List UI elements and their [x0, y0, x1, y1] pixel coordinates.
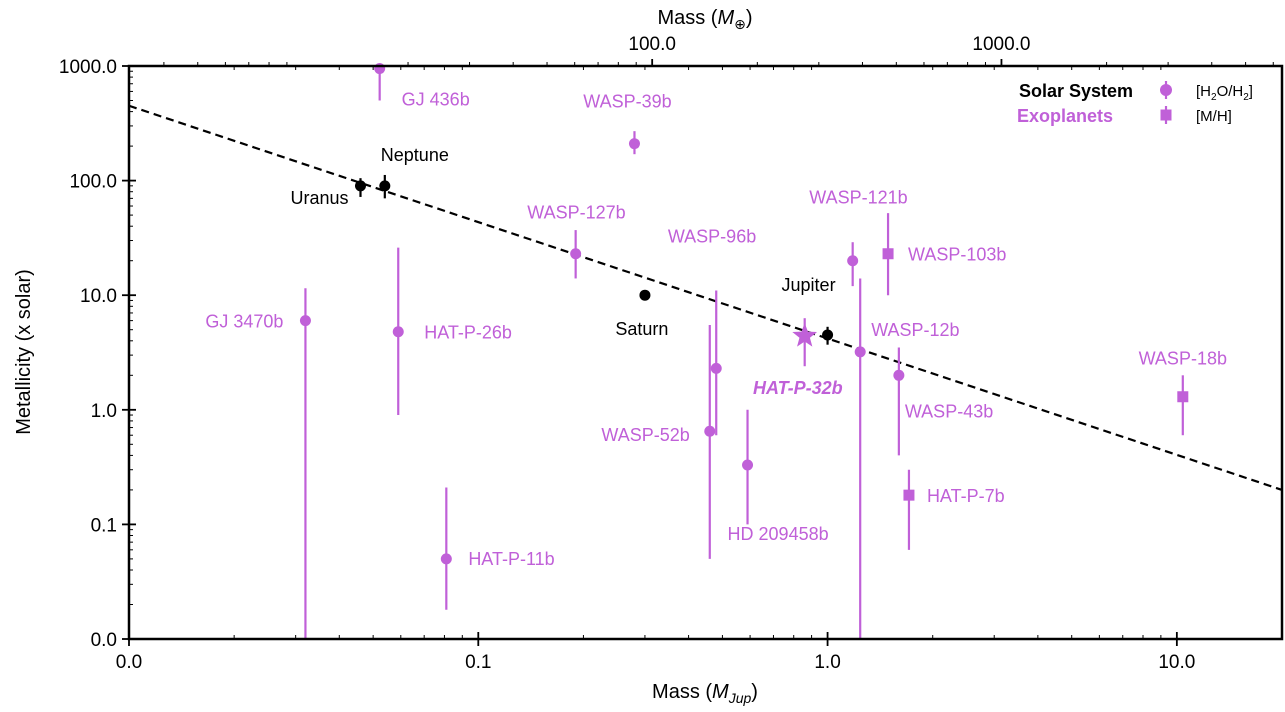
- point-label: GJ 3470b: [205, 312, 283, 332]
- marker-circle: [628, 138, 640, 150]
- point-label: HAT-P-26b: [424, 323, 512, 343]
- data-points: Uranus Neptune Saturn Jupiter GJ 436b WASP-39…: [205, 63, 1227, 639]
- point-saturn: Saturn: [615, 289, 668, 339]
- point-label: Neptune: [381, 145, 449, 165]
- plot-frame: [127, 64, 1284, 641]
- marker-circle: [440, 553, 452, 565]
- x-tick-label: 0.1: [465, 652, 491, 673]
- point-hat-p-7b: HAT-P-7b: [903, 469, 1005, 550]
- marker-circle: [392, 326, 404, 338]
- point-hat-p-32b: HAT-P-32b: [753, 318, 843, 398]
- y-tick-label: 0.0: [91, 630, 117, 651]
- point-label: WASP-96b: [668, 226, 756, 246]
- point-wasp-121b: WASP-121b: [809, 188, 908, 287]
- x-axis-label: Mass (MJup): [652, 681, 758, 706]
- point-wasp-127b: WASP-127b: [527, 203, 626, 279]
- point-label: WASP-43b: [905, 401, 993, 421]
- point-wasp-18b: WASP-18b: [1139, 349, 1227, 436]
- legend-solar-system: Solar System: [1019, 81, 1133, 101]
- legend-h2o-label: [H2O/H2]: [1196, 83, 1253, 103]
- point-label: WASP-127b: [527, 203, 625, 223]
- top-tick-label: 1000.0: [972, 34, 1030, 55]
- axis-ticks: 0.0 0.1 1.0 10.0 100.0 1000.0 0.0 0.1 1.0 10.0 100…: [59, 34, 1195, 673]
- y-tick-label: 1.0: [91, 401, 117, 422]
- point-wasp-52b: WASP-52b: [601, 324, 716, 559]
- point-label: WASP-18b: [1139, 349, 1227, 369]
- point-hat-p-26b: HAT-P-26b: [392, 247, 512, 416]
- x-axis-label-var: M: [712, 681, 729, 703]
- point-label: HAT-P-32b: [753, 378, 843, 398]
- legend-exoplanets: Exoplanets: [1017, 106, 1113, 126]
- x-tick-label: 1.0: [814, 652, 840, 673]
- point-jupiter: Jupiter: [782, 275, 836, 345]
- x-axis-label-suffix: ): [751, 681, 758, 703]
- legend-square-marker: [1160, 106, 1172, 124]
- legend-mh-label: [M/H]: [1196, 108, 1232, 125]
- point-gj-3470b: GJ 3470b: [205, 288, 311, 639]
- marker-circle: [354, 180, 366, 192]
- point-label: HD 209458b: [728, 524, 829, 544]
- y-tick-label: 0.1: [91, 515, 117, 536]
- point-wasp-103b: WASP-103b: [882, 213, 1006, 296]
- legend: Solar System Exoplanets [H2O/H2] [M/H]: [1017, 81, 1253, 126]
- point-uranus: Uranus: [290, 178, 366, 208]
- marker-circle: [854, 346, 866, 358]
- top-axis-label-var: M: [717, 7, 734, 29]
- marker-star: [792, 323, 818, 347]
- marker-square: [882, 248, 894, 260]
- marker-circle: [379, 180, 391, 192]
- top-axis-label-prefix: Mass (: [657, 7, 717, 29]
- x-tick-label: 10.0: [1158, 652, 1195, 673]
- point-label: WASP-121b: [809, 188, 907, 208]
- y-axis-label: Metallicity (x solar): [13, 269, 35, 435]
- top-axis-label-sub: ⊕: [734, 16, 746, 32]
- point-hat-p-11b: HAT-P-11b: [440, 487, 555, 610]
- point-label: Uranus: [290, 188, 348, 208]
- point-label: WASP-12b: [871, 320, 959, 340]
- marker-square: [903, 489, 915, 501]
- point-wasp-96b: WASP-96b: [668, 226, 756, 436]
- point-label: Saturn: [615, 319, 668, 339]
- y-tick-label: 1000.0: [59, 57, 117, 78]
- point-wasp-12b: WASP-12b: [854, 278, 960, 639]
- point-gj-436b: GJ 436b: [374, 63, 470, 110]
- point-wasp-39b: WASP-39b: [583, 92, 672, 155]
- marker-circle: [742, 459, 754, 471]
- y-tick-label: 10.0: [80, 286, 117, 307]
- top-tick-label: 100.0: [628, 34, 676, 55]
- top-axis-label-suffix: ): [746, 7, 753, 29]
- x-axis-label-sub: Jup: [728, 690, 752, 706]
- point-neptune: Neptune: [379, 145, 449, 199]
- point-label: WASP-39b: [583, 92, 671, 112]
- point-label: WASP-52b: [601, 425, 689, 445]
- point-label: HAT-P-7b: [927, 486, 1005, 506]
- point-label: Jupiter: [782, 275, 836, 295]
- trend-line: [128, 104, 1283, 491]
- x-axis-label-prefix: Mass (: [652, 681, 712, 703]
- y-tick-label: 100.0: [69, 172, 117, 193]
- marker-circle: [570, 248, 582, 260]
- marker-circle: [639, 289, 651, 301]
- marker-circle: [374, 63, 386, 75]
- legend-circle-marker: [1160, 81, 1172, 99]
- x-tick-label: 0.0: [116, 652, 142, 673]
- point-wasp-43b: WASP-43b: [893, 347, 993, 456]
- point-label: HAT-P-11b: [468, 549, 554, 569]
- marker-circle: [710, 362, 722, 374]
- marker-circle: [822, 329, 834, 341]
- point-label: WASP-103b: [908, 245, 1006, 265]
- marker-circle: [847, 255, 859, 267]
- point-label: GJ 436b: [402, 90, 470, 110]
- marker-circle: [299, 315, 311, 327]
- top-axis-label: Mass (M⊕): [657, 7, 752, 32]
- minor-ticks: [129, 62, 1283, 639]
- marker-square: [1177, 391, 1189, 403]
- point-hd-209458b: HD 209458b: [728, 409, 829, 544]
- marker-circle: [893, 369, 905, 381]
- marker-circle: [704, 425, 716, 437]
